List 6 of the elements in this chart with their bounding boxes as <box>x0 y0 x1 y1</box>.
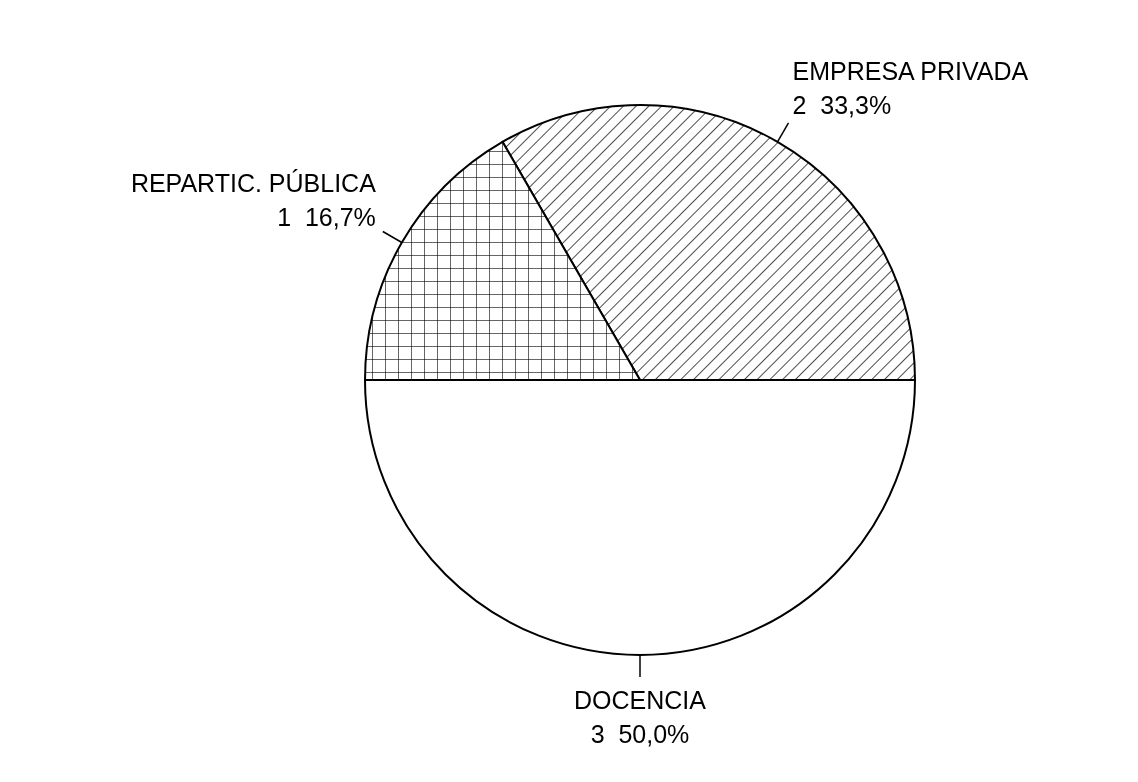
slice-label: DOCENCIA <box>574 686 707 714</box>
slice-label: REPARTIC. PÚBLICA <box>130 168 377 197</box>
data-label: 3 50,0% <box>590 720 690 748</box>
data-label: 2 33,3% <box>792 90 892 119</box>
slice-label: EMPRESA PRIVADA <box>792 56 1029 85</box>
data-label: 1 16,7% <box>277 202 376 231</box>
